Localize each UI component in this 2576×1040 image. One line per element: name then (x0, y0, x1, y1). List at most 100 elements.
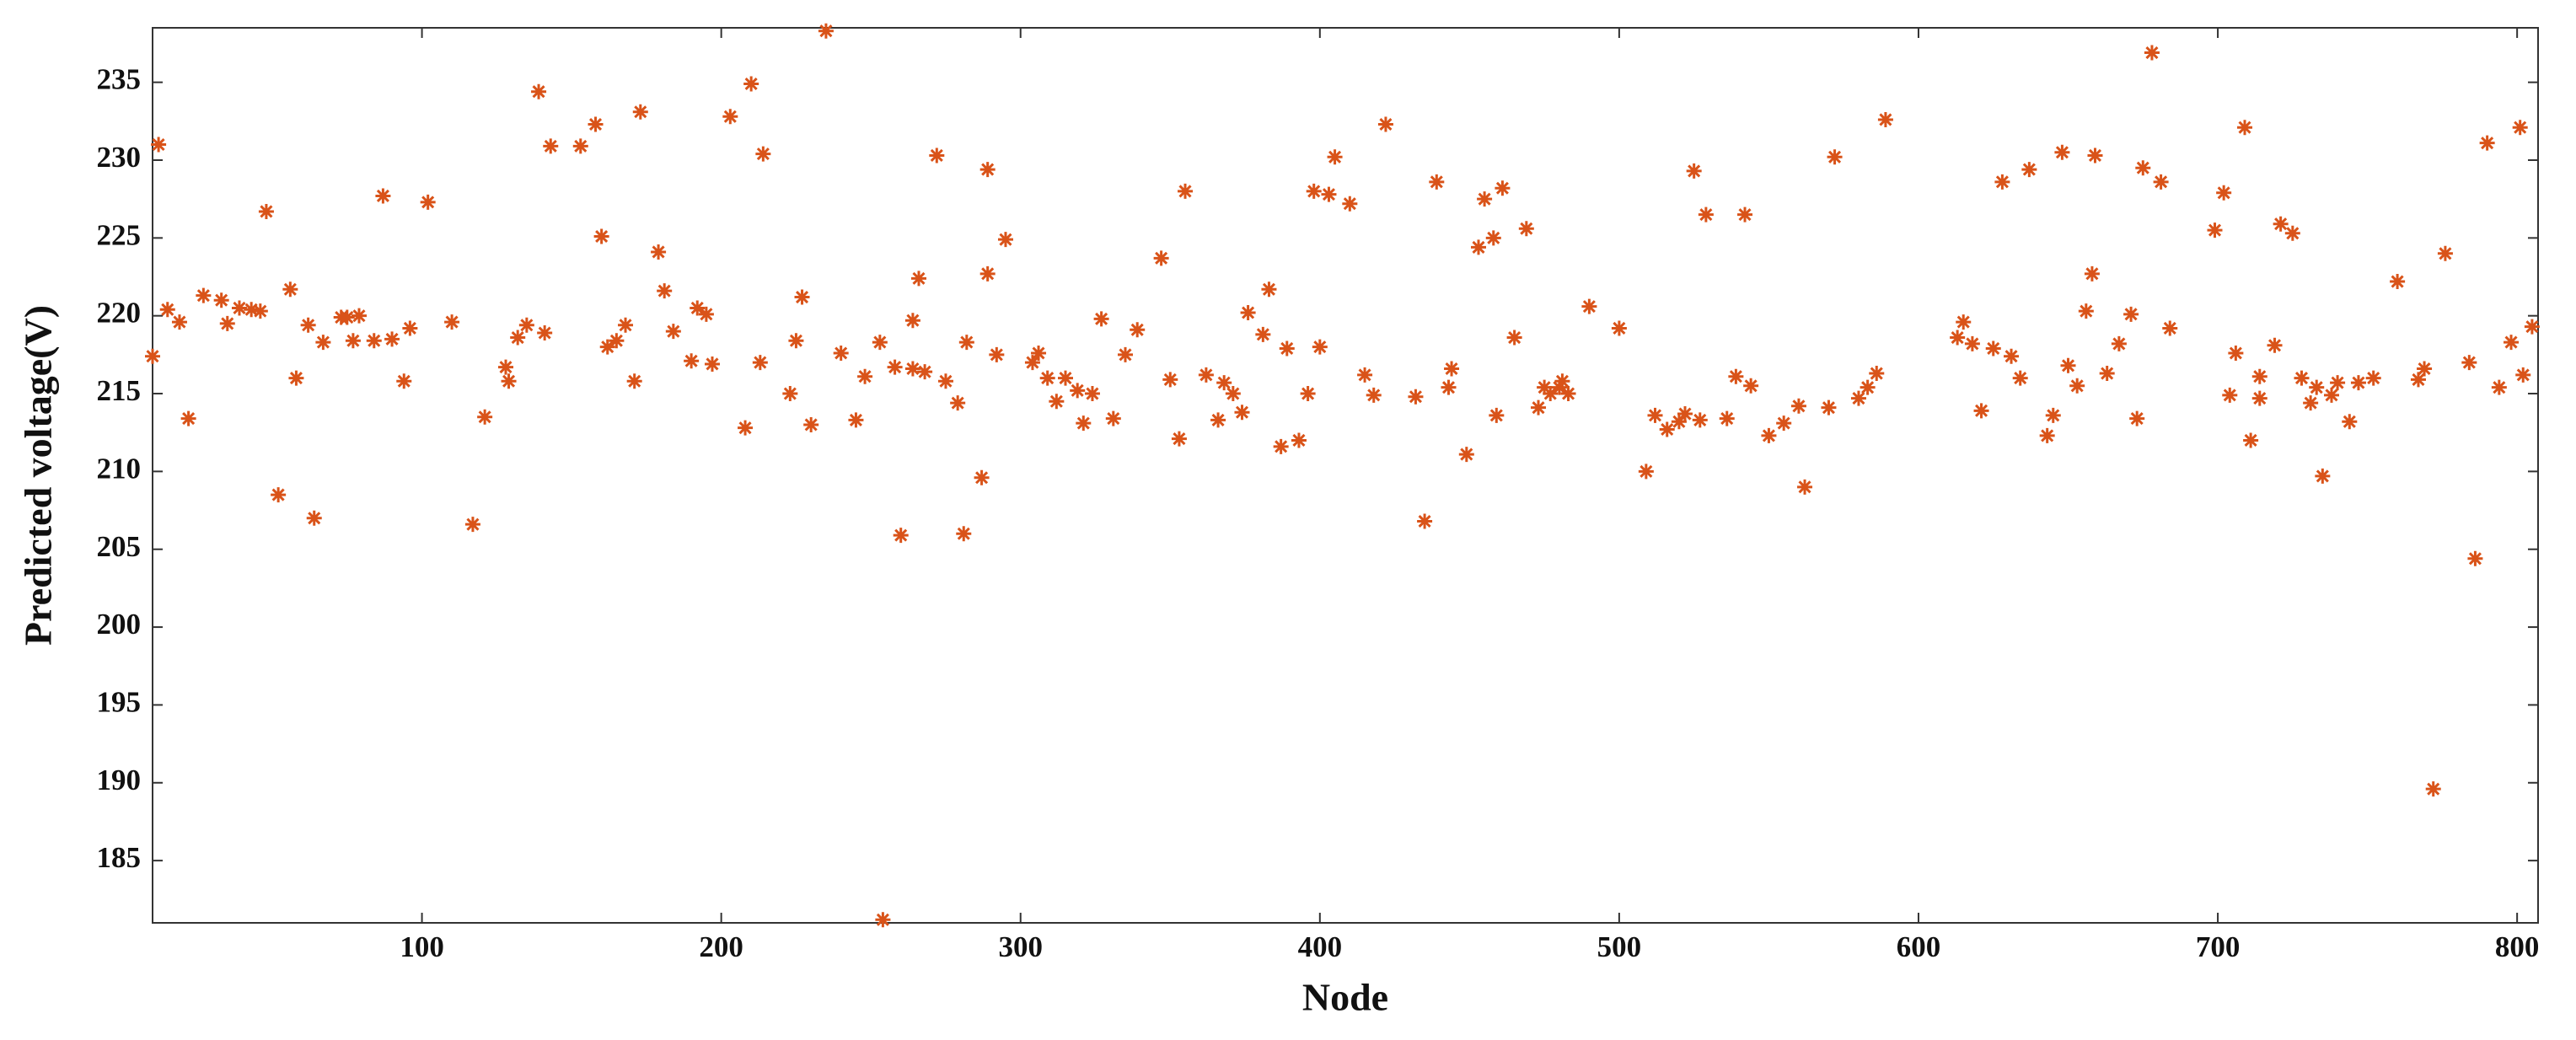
point (2084, 265, 2100, 281)
point (705, 356, 721, 372)
point (1551, 379, 1567, 395)
x-axis-title: Node (1302, 976, 1388, 1019)
point (803, 416, 819, 432)
point (352, 308, 368, 324)
point (979, 162, 996, 178)
point (180, 410, 196, 426)
point (788, 333, 804, 349)
point (1070, 383, 1086, 399)
point (501, 373, 517, 389)
point (875, 912, 891, 928)
point (537, 325, 553, 341)
point (1444, 361, 1460, 377)
point (396, 373, 412, 389)
point (213, 292, 229, 308)
point (271, 487, 287, 503)
point (497, 359, 513, 375)
point (252, 303, 268, 319)
point (464, 517, 480, 533)
point (572, 138, 588, 154)
point (151, 137, 167, 153)
point (833, 346, 849, 362)
point (1049, 394, 1065, 410)
point (684, 353, 700, 369)
point (2135, 160, 2151, 176)
point (2365, 370, 2381, 386)
point (1153, 250, 1169, 266)
y-axis-title: Predicted voltage(V) (17, 305, 60, 646)
point (1973, 403, 1989, 419)
y-tick-label: 205 (97, 530, 142, 563)
point (1408, 389, 1424, 405)
point (1611, 320, 1627, 336)
point (2045, 407, 2061, 423)
point (375, 188, 391, 204)
point (1039, 370, 1055, 386)
point (1698, 206, 1714, 222)
point (543, 138, 559, 154)
point (950, 395, 966, 411)
point (1950, 330, 1966, 346)
point (1860, 379, 1876, 395)
point (2060, 357, 2076, 373)
point (1686, 163, 1702, 179)
y-tick-label: 220 (97, 297, 142, 330)
point (1417, 513, 1433, 529)
point (1554, 373, 1570, 389)
y-tick-label: 190 (97, 764, 142, 796)
point (1671, 414, 1687, 430)
point (937, 373, 953, 389)
point (282, 281, 298, 298)
point (2054, 144, 2070, 160)
point (2153, 174, 2169, 190)
point (196, 287, 212, 303)
point (665, 324, 681, 340)
point (2012, 370, 2028, 386)
point (651, 244, 667, 260)
point (1537, 379, 1553, 395)
point (2207, 222, 2223, 239)
point (315, 335, 331, 351)
x-tick-label: 200 (699, 930, 743, 963)
point (258, 203, 274, 219)
point (306, 510, 322, 526)
point (989, 346, 1005, 362)
point (1076, 415, 1092, 432)
point (1797, 479, 1813, 495)
point (893, 528, 909, 544)
point (956, 526, 972, 542)
point (1458, 447, 1474, 463)
point (2078, 303, 2094, 319)
point (1300, 386, 1316, 402)
point (1761, 427, 1777, 443)
plot-frame (152, 27, 2539, 924)
point (1327, 149, 1343, 165)
point (1306, 183, 1322, 199)
point (599, 339, 615, 355)
point (402, 320, 418, 336)
point (1441, 379, 1457, 395)
point (1178, 183, 1194, 199)
point (1377, 116, 1393, 132)
point (2417, 361, 2433, 377)
x-tick-label: 500 (1597, 930, 1642, 963)
point (1877, 111, 1893, 127)
point (872, 335, 888, 351)
point (1659, 421, 1675, 437)
point (2004, 348, 2020, 364)
point (1261, 281, 1277, 298)
point (1956, 314, 1972, 330)
point (2425, 781, 2441, 797)
point (1171, 431, 1187, 447)
point (2303, 395, 2319, 411)
point (1366, 387, 1382, 403)
point (2323, 387, 2339, 403)
point (588, 116, 604, 132)
point (626, 373, 642, 389)
point (1994, 174, 2010, 190)
point (1489, 407, 1505, 423)
point (531, 83, 547, 99)
point (632, 104, 648, 120)
point (929, 147, 945, 164)
